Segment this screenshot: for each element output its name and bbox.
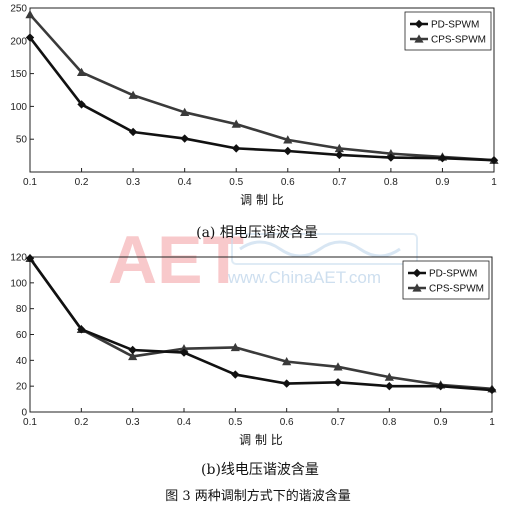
chart-a-plot-frame [29,7,495,173]
chart-line-voltage: 0.1 0.2 0.3 0.4 0.5 0.6 0.7 0.8 0.9 1 0 20 40 60 80 100… [10,253,497,447]
chart-b-xtick-label: 0.2 [74,417,88,428]
chart-a-xtick-label: 0.2 [75,177,89,188]
chart-b-xtick-label: 0.5 [228,417,242,428]
chart-a-ytick-label: 150 [10,69,27,80]
chart-a-legend-box [404,11,492,51]
chart-a-point-cps-spwm [231,119,241,128]
figure-caption: 图 3 两种调制方式下的谐波含量 [165,488,351,504]
chart-b-line-cps-spwm [28,257,493,391]
chart-b-legend-label: PD-SPWM [429,269,477,280]
chart-a-point-cps-spwm [25,9,35,19]
chart-b-point-cps-spwm [384,372,394,381]
chart-a-xtick-label: 0.4 [178,177,192,188]
chart-a-point-cps-spwm [334,143,344,153]
chart-a-point-pd-spwm [335,150,344,160]
chart-b-point-pd-spwm [436,381,445,391]
chart-b-point-cps-spwm [179,344,189,353]
chart-b-xtick-label: 1 [489,417,495,428]
chart-a-point-pd-spwm [438,154,447,163]
chart-b-xtick-label: 0.9 [434,417,448,428]
chart-a-line-pd-spwm [28,36,495,162]
chart-b-line-pd-spwm [28,257,493,392]
chart-a-ytick-label: 50 [16,135,28,146]
chart-b-xtick-label: 0.1 [23,417,37,428]
chart-a-point-cps-spwm [76,67,87,76]
chart-a-legend-label: PD-SPWM [431,20,479,31]
chart-b-xtick-label: 0.6 [280,417,294,428]
chart-b-ytick-label: 120 [10,253,27,264]
chart-b-point-pd-spwm [231,370,240,379]
chart-b-point-pd-spwm [25,254,35,263]
chart-a-point-cps-spwm [128,90,138,99]
chart-b-ytick-label: 80 [16,304,28,315]
chart-b-ytick-label: 40 [16,356,28,367]
chart-a-caption: (a) 相电压谐波含量 [196,225,318,241]
watermark-url: www.ChinaAET.com [227,268,381,287]
chart-a-xtick-label: 0.8 [384,177,398,188]
chart-a-point-pd-spwm [283,146,292,156]
chart-a-xtick-label: 0.1 [23,177,37,188]
chart-a-xtick-label: 0.7 [332,177,346,188]
chart-a-legend-label: CPS-SPWM [431,35,486,46]
chart-a-ytick-label: 200 [10,36,27,47]
chart-b-point-pd-spwm [282,379,291,388]
chart-a-point-pd-spwm [180,134,189,143]
chart-b-point-pd-spwm [128,345,137,355]
chart-b-point-cps-spwm [230,342,240,352]
chart-b-point-cps-spwm [282,357,292,366]
chart-a-legend-marker [414,19,424,29]
chart-a-point-cps-spwm [180,107,190,116]
chart-a-ytick-label: 250 [10,4,27,15]
chart-b-point-pd-spwm [385,381,394,391]
chart-b-legend-marker [412,283,422,292]
chart-a-xtick-label: 0.9 [435,177,449,188]
chart-a-ytick-label: 100 [10,102,27,113]
chart-b-ytick-label: 100 [10,278,27,289]
watermark-emblem-icon [231,233,418,265]
chart-a-point-pd-spwm [232,144,241,153]
chart-b-legend-box [402,260,490,300]
chart-a-xlabel: 调 制 比 [240,193,284,207]
chart-b-point-pd-spwm [77,325,86,334]
chart-a-point-pd-spwm [489,155,499,165]
chart-a-legend-marker [414,34,424,43]
chart-b-xtick-label: 0.3 [126,417,140,428]
watermark-logo: AET [108,222,244,298]
chart-a-point-pd-spwm [386,153,396,162]
chart-b-xtick-label: 0.8 [382,417,396,428]
chart-b-point-cps-spwm [333,362,343,371]
chart-b-ytick-label: 20 [16,382,28,393]
chart-b-legend-label: CPS-SPWM [429,284,484,295]
chart-phase-voltage: 0.1 0.2 0.3 0.4 0.5 0.6 0.7 0.8 0.9 1501001502002… [10,4,499,207]
chart-b-series-cps-spwm [25,253,497,393]
chart-b-ytick-label: 0 [21,408,27,419]
chart-b-point-cps-spwm [128,351,138,361]
chart-a-xtick-label: 0.6 [281,177,295,188]
chart-b-series-pd-spwm [25,254,497,395]
chart-a-point-pd-spwm [77,100,86,109]
chart-a-point-pd-spwm [128,127,138,137]
watermark: AET www.ChinaAET.com [108,222,418,298]
chart-a-point-cps-spwm [283,135,293,144]
chart-a-point-pd-spwm [25,33,35,42]
chart-b-point-pd-spwm [333,378,343,387]
chart-b-xtick-label: 0.7 [331,417,345,428]
chart-a-xtick-label: 0.5 [229,177,243,188]
chart-b-xlabel: 调 制 比 [239,433,283,447]
chart-b-point-pd-spwm [179,348,189,357]
chart-a-line-cps-spwm [29,13,495,162]
chart-b-ytick-label: 60 [16,330,28,341]
chart-a-point-cps-spwm [386,149,396,158]
chart-a-series-pd-spwm [25,33,499,165]
chart-a-xtick-label: 1 [491,177,497,188]
chart-b-xtick-label: 0.4 [177,417,191,428]
chart-b-caption: (b)线电压谐波含量 [201,462,319,478]
chart-b-point-pd-spwm [487,385,497,395]
chart-a-xtick-label: 0.3 [126,177,140,188]
chart-b-legend-marker [412,268,422,278]
chart-b-legend: PD-SPWM CPS-SPWM [402,260,490,300]
chart-a-legend: PD-SPWM CPS-SPWM [404,11,492,51]
